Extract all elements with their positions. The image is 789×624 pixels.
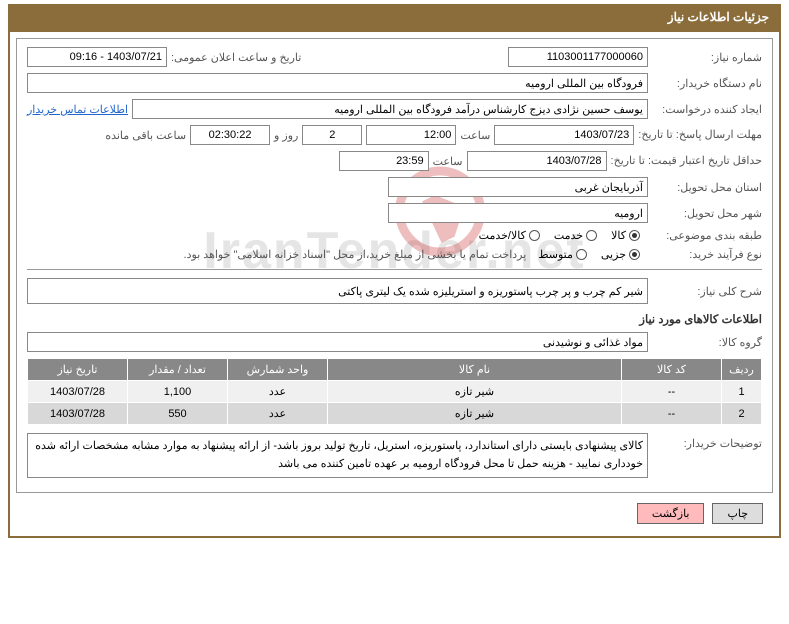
print-button[interactable]: چاپ [712,503,763,524]
radio-icon [629,249,640,260]
radio-icon [586,230,597,241]
back-button[interactable]: بازگشت [637,503,705,524]
announce-date-field: 1403/07/21 - 09:16 [27,47,167,67]
radio-both[interactable]: کالا/خدمت [479,229,540,242]
goods-section-title: اطلاعات کالاهای مورد نیاز [27,312,762,326]
row-group: گروه کالا: مواد غذائی و نوشیدنی [27,332,762,352]
row-buyer-notes: توضیحات خریدار: کالای پیشنهادی بایستی دا… [27,433,762,478]
row-city: شهر محل تحویل: ارومیه [27,203,762,223]
days-remaining-field: 2 [302,125,362,145]
group-label: گروه کالا: [652,336,762,349]
cell-date: 1403/07/28 [28,403,128,425]
inner-panel: IranTender.net شماره نیاز: 1103001177000… [16,38,773,493]
th-code: کد کالا [622,359,722,381]
cell-name: شیر تازه [328,403,622,425]
divider [27,269,762,270]
requester-field: یوسف حسین نژادی دیزج کارشناس درآمد فرودگ… [132,99,648,119]
city-label: شهر محل تحویل: [652,207,762,220]
process-note: پرداخت تمام یا بخشی از مبلغ خرید،از محل … [184,248,527,261]
desc-field: شیر کم چرب و پر چرب پاستوریزه و استریلیز… [27,278,648,304]
buyer-org-label: نام دستگاه خریدار: [652,77,762,90]
need-number-field: 1103001177000060 [508,47,648,67]
row-deadline: مهلت ارسال پاسخ: تا تاریخ: 1403/07/23 سا… [27,125,762,145]
radio-service[interactable]: خدمت [554,229,597,242]
cell-code: -- [622,381,722,403]
days-label: روز و [274,129,298,142]
goods-table: ردیف کد کالا نام کالا واحد شمارش تعداد /… [27,358,762,425]
radio-icon [629,230,640,241]
row-validity: حداقل تاریخ اعتبار قیمت: تا تاریخ: 1403/… [27,151,762,171]
row-need-number: شماره نیاز: 1103001177000060 تاریخ و ساع… [27,47,762,67]
requester-label: ایجاد کننده درخواست: [652,103,762,116]
validity-date-field: 1403/07/28 [467,151,607,171]
page-title: جزئیات اطلاعات نیاز [668,10,769,24]
page-header: جزئیات اطلاعات نیاز [8,4,781,30]
outer-panel: IranTender.net شماره نیاز: 1103001177000… [8,30,781,538]
th-date: تاریخ نیاز [28,359,128,381]
buyer-notes-field: کالای پیشنهادی بایستی دارای استاندارد، پ… [27,433,648,478]
process-label: نوع فرآیند خرید: [652,248,762,261]
city-field: ارومیه [388,203,648,223]
need-number-label: شماره نیاز: [652,51,762,64]
buyer-notes-label: توضیحات خریدار: [652,433,762,450]
cell-idx: 1 [722,381,762,403]
th-name: نام کالا [328,359,622,381]
th-unit: واحد شمارش [228,359,328,381]
radio-icon [576,249,587,260]
radio-icon [529,230,540,241]
contact-buyer-link[interactable]: اطلاعات تماس خریدار [27,103,128,116]
validity-label: حداقل تاریخ اعتبار قیمت: تا تاریخ: [611,154,762,168]
category-label: طبقه بندی موضوعی: [652,229,762,242]
row-process: نوع فرآیند خرید: جزیی متوسط پرداخت تمام … [27,248,762,261]
th-row: ردیف [722,359,762,381]
deadline-date-field: 1403/07/23 [494,125,634,145]
row-category: طبقه بندی موضوعی: کالا خدمت کالا/خدمت [27,229,762,242]
cell-date: 1403/07/28 [28,381,128,403]
deadline-label: مهلت ارسال پاسخ: تا تاریخ: [638,128,762,142]
table-row: 1 -- شیر تازه عدد 1,100 1403/07/28 [28,381,762,403]
button-row: چاپ بازگشت [16,503,763,524]
validity-time-field: 23:59 [339,151,429,171]
desc-label: شرح کلی نیاز: [652,285,762,298]
cell-code: -- [622,403,722,425]
row-province: استان محل تحویل: آذربایجان غربی [27,177,762,197]
cell-unit: عدد [228,403,328,425]
province-field: آذربایجان غربی [388,177,648,197]
announce-date-label: تاریخ و ساعت اعلان عمومی: [171,51,301,64]
radio-goods[interactable]: کالا [611,229,640,242]
table-header-row: ردیف کد کالا نام کالا واحد شمارش تعداد /… [28,359,762,381]
deadline-time-field: 12:00 [366,125,456,145]
cell-name: شیر تازه [328,381,622,403]
countdown-field: 02:30:22 [190,125,270,145]
validity-time-label: ساعت [433,155,463,168]
cell-idx: 2 [722,403,762,425]
remaining-label: ساعت باقی مانده [105,129,186,142]
cell-unit: عدد [228,381,328,403]
buyer-org-field: فرودگاه بین المللی ارومیه [27,73,648,93]
radio-partial[interactable]: جزیی [601,248,640,261]
group-field: مواد غذائی و نوشیدنی [27,332,648,352]
province-label: استان محل تحویل: [652,181,762,194]
th-qty: تعداد / مقدار [128,359,228,381]
radio-medium[interactable]: متوسط [538,248,587,261]
table-row: 2 -- شیر تازه عدد 550 1403/07/28 [28,403,762,425]
cell-qty: 550 [128,403,228,425]
cell-qty: 1,100 [128,381,228,403]
row-requester: ایجاد کننده درخواست: یوسف حسین نژادی دیز… [27,99,762,119]
row-description: شرح کلی نیاز: شیر کم چرب و پر چرب پاستور… [27,278,762,304]
row-buyer-org: نام دستگاه خریدار: فرودگاه بین المللی ار… [27,73,762,93]
deadline-time-label: ساعت [460,129,490,142]
